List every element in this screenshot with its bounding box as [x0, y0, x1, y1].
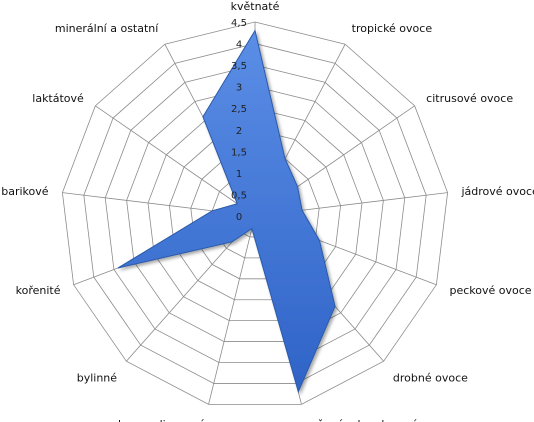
- category-label: kořenité: [16, 284, 61, 297]
- series-area: [117, 29, 336, 394]
- category-label: drobné ovoce: [393, 372, 468, 385]
- axis-spoke: [95, 105, 256, 217]
- category-label: barikové: [1, 185, 49, 198]
- radial-tick-label: 0,5: [231, 190, 247, 201]
- grid-ring: [83, 43, 427, 384]
- grid-ring: [104, 64, 406, 363]
- grid-ring: [190, 150, 320, 280]
- grid-ring: [126, 86, 384, 342]
- category-label: peckové ovoce: [449, 284, 531, 297]
- radial-tick-label: 4: [236, 40, 242, 51]
- axis-spoke: [208, 215, 256, 405]
- radial-tick-label: 3: [236, 83, 242, 94]
- category-label: sušené a kandované ovoce: [305, 418, 455, 422]
- grid-ring: [147, 107, 363, 322]
- category-label: bylinné: [77, 372, 118, 385]
- radial-tick-label: 3,5: [231, 61, 247, 72]
- category-label: minerální a ostatní: [55, 22, 159, 35]
- radial-axis-ticks: 0 0,5 1 1,5 2 2,5 3 3,5 4 4,5: [231, 18, 247, 223]
- category-label: citrusové ovoce: [426, 92, 513, 105]
- category-label: tropické ovoce: [352, 22, 433, 35]
- radar-series: [117, 29, 336, 394]
- radial-tick-label: 0: [236, 212, 242, 223]
- grid-ring: [62, 21, 448, 405]
- radial-tick-label: 4,5: [231, 18, 247, 29]
- radial-tick-label: 1,5: [231, 147, 247, 158]
- category-label: karamelizované: [118, 418, 206, 422]
- category-label: jádrové ovoce: [460, 185, 534, 198]
- category-label: květnaté: [231, 0, 280, 13]
- radial-tick-label: 1: [236, 169, 242, 180]
- category-label: laktátové: [32, 92, 84, 105]
- radial-tick-label: 2,5: [231, 104, 247, 115]
- grid-ring: [169, 129, 341, 301]
- radial-tick-label: 2: [236, 126, 242, 137]
